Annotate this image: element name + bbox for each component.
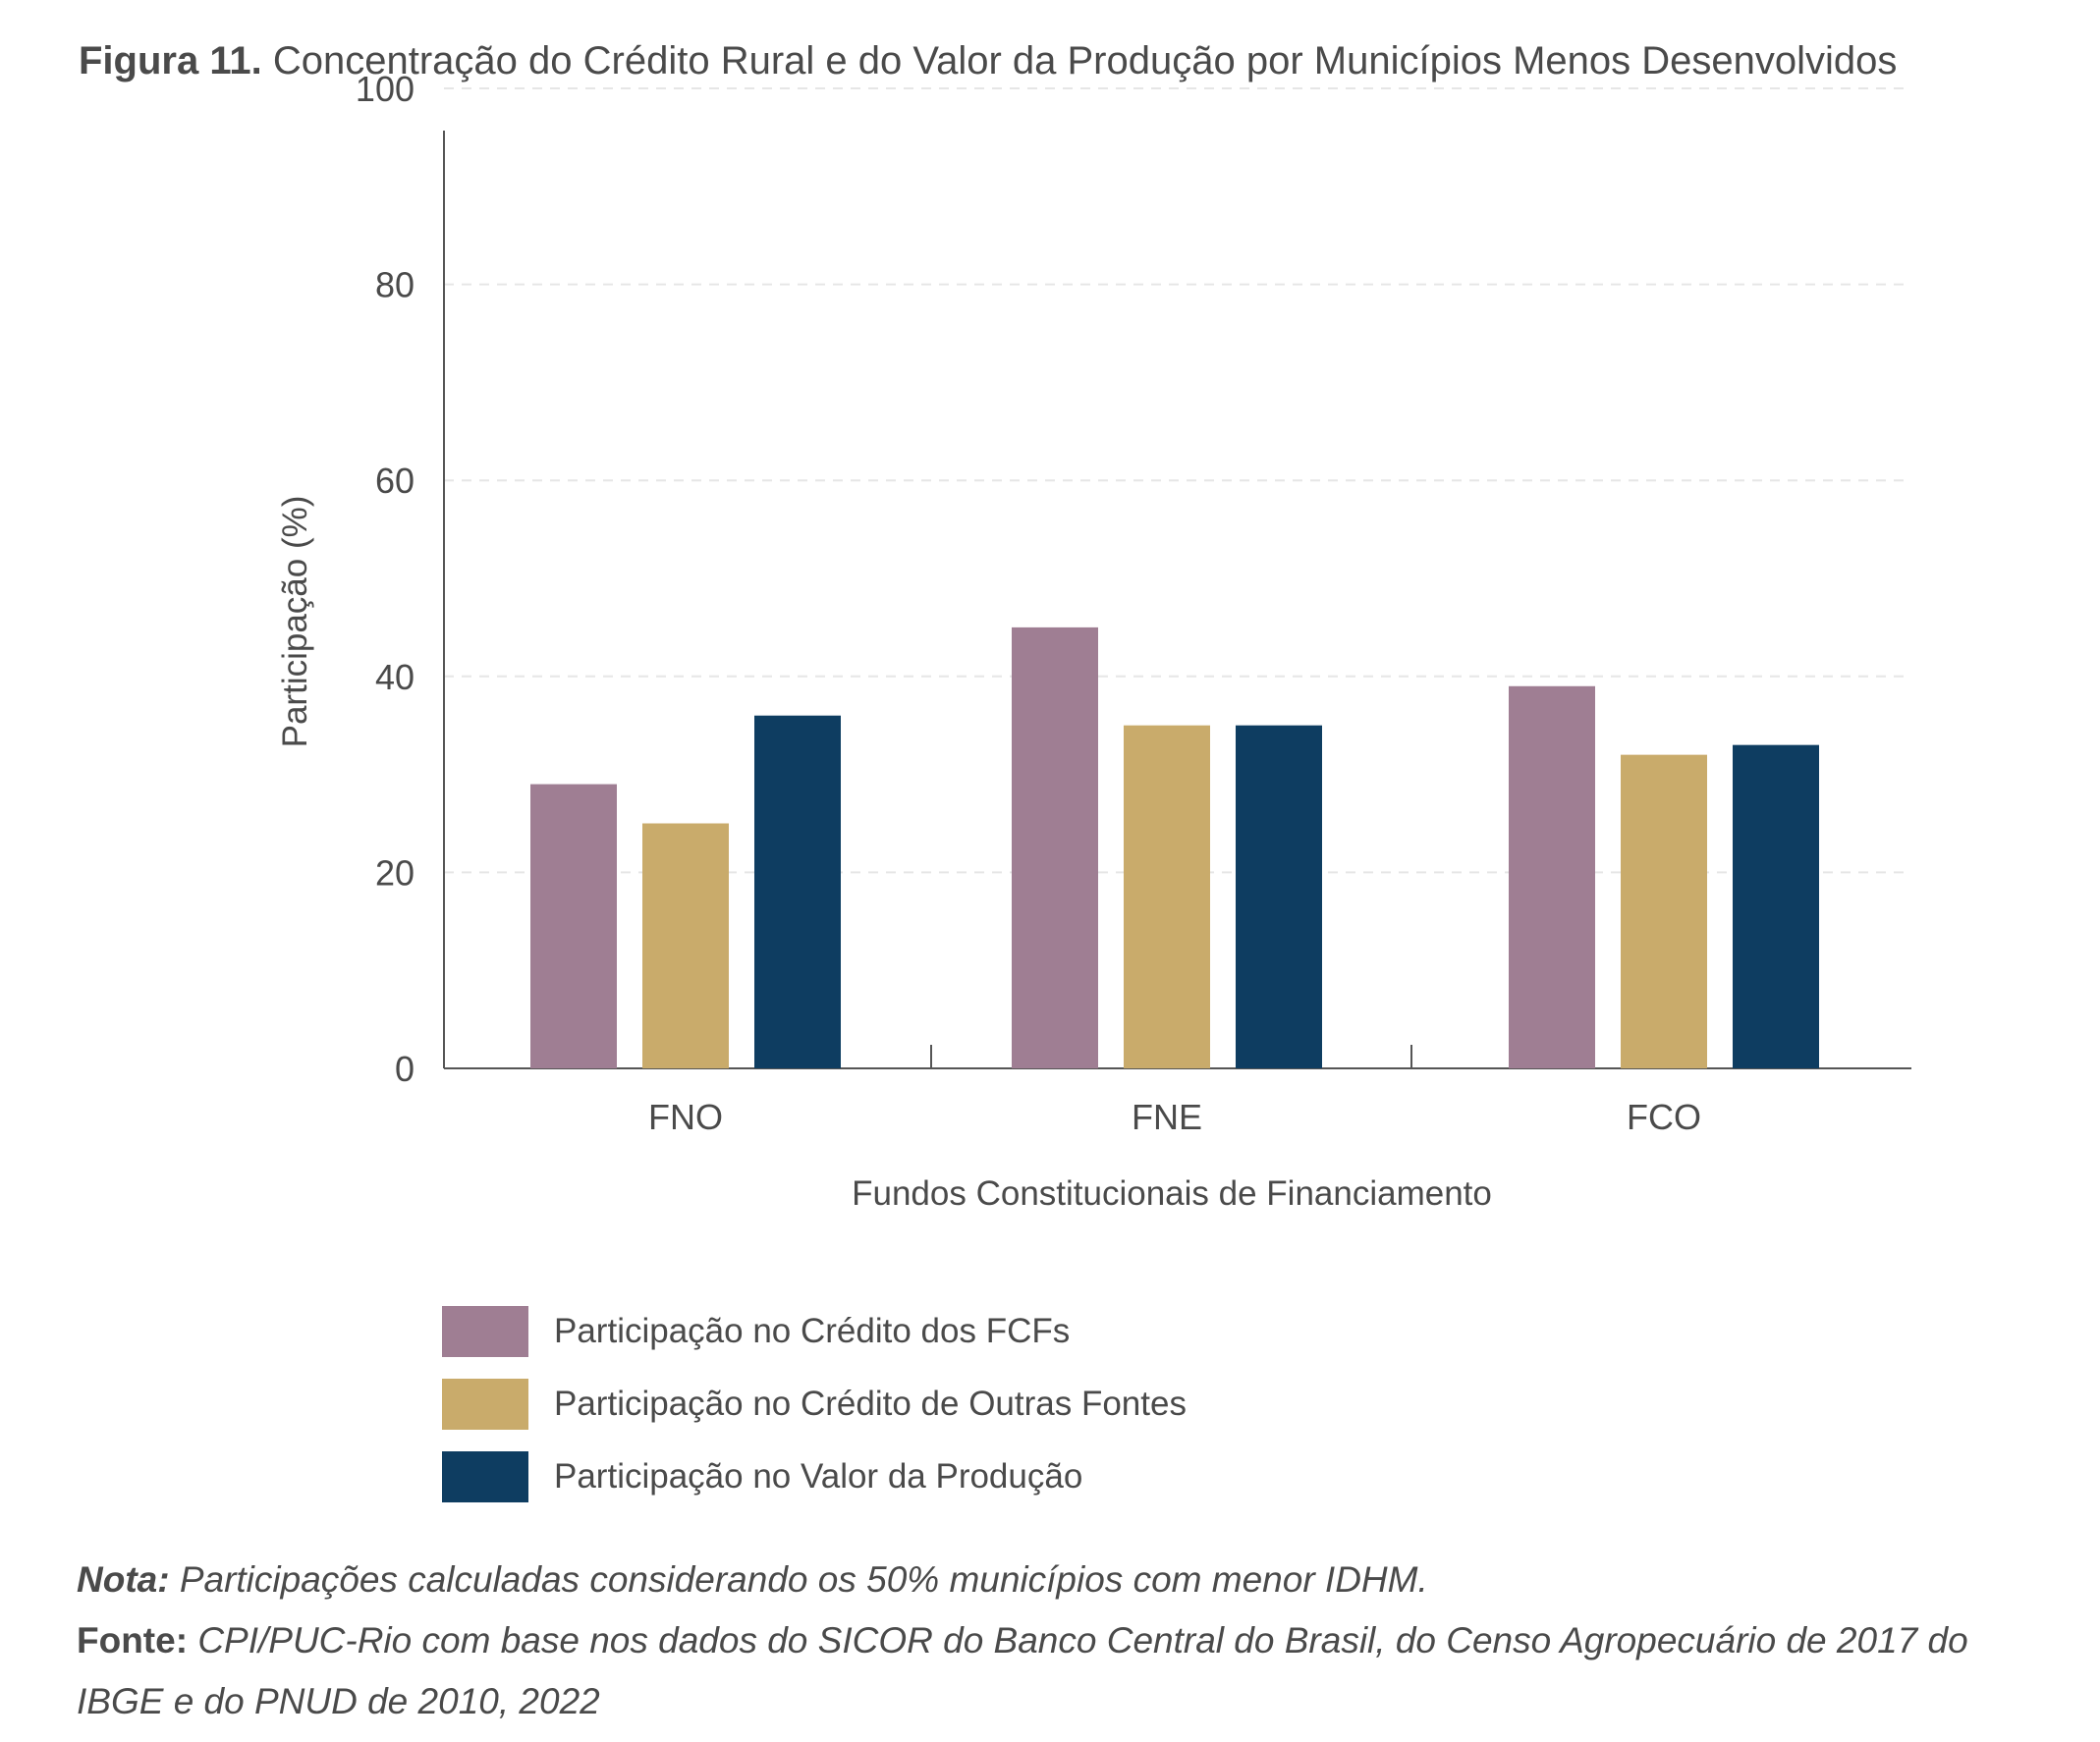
x-tick-label-fno: FNO <box>648 1097 723 1137</box>
bar-fco-series-2 <box>1621 754 1707 1068</box>
figure-title-text: Concentração do Crédito Rural e do Valor… <box>272 39 1898 82</box>
legend-swatch-credito-outras <box>442 1379 528 1430</box>
bar-fne-series-1 <box>1012 626 1098 1068</box>
y-tick-label-100: 100 <box>356 69 414 109</box>
legend-swatch-credito-fcfs <box>442 1306 528 1357</box>
legend: Participação no Crédito dos FCFs Partici… <box>442 1306 1187 1524</box>
y-tick-label-0: 0 <box>395 1049 414 1089</box>
legend-item-credito-fcfs: Participação no Crédito dos FCFs <box>442 1306 1187 1357</box>
x-tick-label-fne: FNE <box>1132 1097 1202 1137</box>
x-tick-label-fco: FCO <box>1627 1097 1701 1137</box>
source: Fonte: CPI/PUC-Rio com base nos dados do… <box>77 1610 2041 1732</box>
bar-fne-series-2 <box>1124 725 1210 1068</box>
source-label: Fonte: <box>77 1620 189 1660</box>
legend-item-credito-outras: Participação no Crédito de Outras Fontes <box>442 1379 1187 1430</box>
x-axis-title: Fundos Constitucionais de Financiamento <box>852 1174 1492 1213</box>
note: Nota: Participações calculadas considera… <box>77 1553 2041 1606</box>
y-tick-label-60: 60 <box>375 461 414 501</box>
figure-title: Figura 11. Concentração do Crédito Rural… <box>79 39 1897 83</box>
y-axis-title: Participação (%) <box>276 496 314 748</box>
legend-item-valor-producao: Participação no Valor da Produção <box>442 1451 1187 1502</box>
note-label: Nota: <box>77 1559 170 1600</box>
bar-chart: 0 20 40 60 80 100 FNO FNE FCO Fundos Constitucion… <box>276 69 1911 1213</box>
bar-fno-series-3 <box>754 715 841 1068</box>
y-tick-label-80: 80 <box>375 265 414 305</box>
figure-label: Figura 11. <box>79 39 262 82</box>
y-tick-label-20: 20 <box>375 852 414 893</box>
y-tick-label-40: 40 <box>375 657 414 697</box>
bar-fno-series-1 <box>530 784 617 1068</box>
legend-label-valor-producao: Participação no Valor da Produção <box>554 1457 1083 1496</box>
bar-fno-series-2 <box>642 823 729 1068</box>
legend-label-credito-outras: Participação no Crédito de Outras Fontes <box>554 1385 1187 1423</box>
bar-fco-series-1 <box>1509 685 1595 1068</box>
note-text: Participações calculadas considerando os… <box>179 1559 1428 1600</box>
bar-fne-series-3 <box>1236 725 1322 1068</box>
bar-fco-series-3 <box>1733 744 1819 1068</box>
legend-label-credito-fcfs: Participação no Crédito dos FCFs <box>554 1312 1071 1350</box>
source-text: CPI/PUC-Rio com base nos dados do SICOR … <box>77 1620 1968 1721</box>
legend-swatch-valor-producao <box>442 1451 528 1502</box>
